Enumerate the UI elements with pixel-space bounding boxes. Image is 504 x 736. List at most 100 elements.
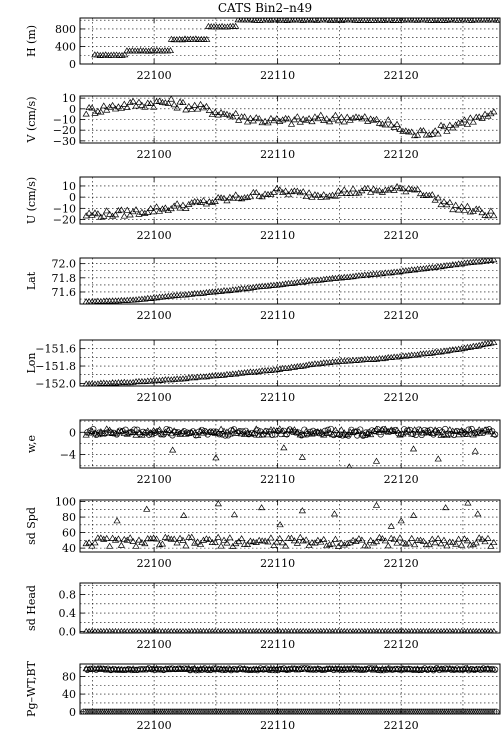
Pg-baseline-point	[348, 708, 355, 714]
V-point	[419, 127, 428, 134]
V-point	[243, 118, 252, 125]
Pg-baseline-point	[451, 708, 458, 714]
U-point	[220, 194, 228, 201]
sdSpd-point	[355, 535, 363, 542]
V-point	[320, 116, 328, 123]
H-point	[381, 18, 389, 23]
Pg-baseline-point	[308, 708, 315, 714]
V-point	[223, 110, 231, 117]
we-point	[457, 426, 466, 434]
U-point	[152, 203, 161, 210]
sdSpd-point	[381, 537, 389, 544]
Pg-point-circle	[277, 665, 285, 673]
sdSpd-point	[144, 535, 152, 542]
V-point	[460, 116, 469, 123]
Pg-baseline-point	[416, 708, 423, 714]
sdSpd-point	[302, 536, 310, 543]
we-point-circle	[377, 431, 384, 438]
V-point	[120, 100, 128, 107]
sdSpd-point	[375, 533, 384, 540]
H-point	[178, 36, 186, 43]
V-point	[229, 113, 237, 120]
sdSpd-outlier	[180, 511, 188, 518]
x-tick-label: 22120	[384, 309, 419, 322]
Lat-point	[141, 295, 149, 302]
sdSpd-point	[211, 539, 219, 546]
U-point	[117, 206, 125, 213]
Pg-baseline-point	[368, 708, 376, 714]
U-point	[246, 193, 255, 200]
Pg-baseline-point	[428, 708, 436, 714]
H-point	[121, 51, 129, 58]
Pg-point-circle	[195, 666, 203, 674]
sdSpd-outlier	[276, 521, 284, 528]
Pg-baseline-point	[97, 708, 104, 714]
U-point	[455, 206, 463, 213]
U-point	[123, 206, 131, 213]
V-point	[132, 102, 140, 109]
Pg-baseline-point	[115, 708, 123, 714]
sdSpd-point	[170, 535, 178, 542]
U-point	[132, 206, 140, 213]
Pg-baseline-point	[339, 708, 347, 714]
Pg-baseline-point	[260, 708, 268, 714]
V-point	[478, 114, 486, 121]
V-point	[246, 114, 255, 121]
Pg-baseline-point	[258, 708, 266, 714]
H-point	[232, 22, 240, 29]
Pg-point-circle	[93, 666, 100, 673]
sdSpd-point	[138, 538, 146, 546]
Pg-baseline-point	[362, 708, 369, 714]
sdSpd-point	[264, 538, 272, 545]
Pg-baseline-point	[412, 708, 419, 714]
V-point	[343, 113, 351, 120]
U-point	[355, 189, 363, 196]
U-point	[475, 205, 483, 212]
Pg-baseline-point	[488, 708, 496, 714]
Lat-point	[457, 260, 466, 267]
y-tick-label: 0	[69, 706, 76, 719]
U-point	[182, 204, 190, 211]
we-point-circle	[90, 426, 97, 433]
Pg-baseline-point	[190, 708, 197, 714]
Pg-baseline-point	[377, 708, 384, 714]
H-point	[102, 51, 110, 58]
Pg-baseline-point	[437, 708, 444, 714]
x-tick-label: 22110	[260, 557, 295, 570]
Pg-baseline-point	[337, 708, 344, 714]
H-point	[99, 51, 107, 58]
Pg-baseline-point	[296, 708, 303, 714]
we-point-circle	[233, 429, 241, 436]
V-point	[97, 108, 105, 115]
x-tick-label: 22100	[137, 557, 172, 570]
sdSpd-point	[217, 542, 225, 549]
V-point	[299, 115, 307, 122]
V-point	[150, 103, 158, 110]
V-series	[82, 96, 498, 139]
we-point	[129, 428, 137, 435]
Lon-point	[457, 345, 466, 352]
Lat-point	[152, 294, 161, 301]
x-tick-label: 22100	[137, 719, 172, 732]
y-tick-label: 71.6	[52, 286, 77, 299]
sdSpd-outlier	[113, 517, 121, 524]
U-point	[416, 190, 425, 197]
V-point	[367, 115, 375, 122]
we-point-circle	[444, 430, 452, 437]
Lon-point	[284, 364, 293, 371]
V-point	[185, 102, 193, 109]
y-tick-label: 0	[69, 103, 76, 116]
Pg-baseline-point	[292, 708, 299, 714]
we-point	[194, 431, 202, 438]
Pg-baseline-point	[263, 708, 270, 714]
Pg-baseline-point	[329, 708, 336, 714]
panel-Lon: −152.0 −151.8 −151.6 22100 22110 22120 Lon	[25, 339, 501, 404]
U-point	[325, 192, 334, 199]
Pg-baseline-point	[186, 708, 193, 714]
V-point	[361, 113, 369, 120]
Lat-point	[431, 263, 439, 270]
V-point	[270, 117, 278, 124]
sdSpd-point	[261, 537, 269, 544]
Pg-baseline-point	[184, 708, 191, 714]
U-point	[120, 212, 128, 219]
